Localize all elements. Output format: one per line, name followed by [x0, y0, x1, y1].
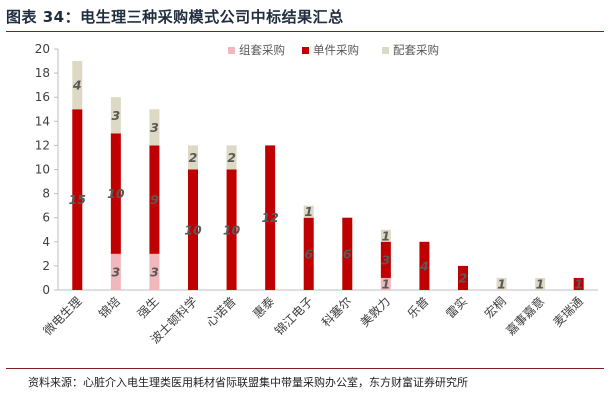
data-label: 3	[150, 120, 159, 135]
bar-segment	[226, 169, 237, 290]
data-label: 3	[150, 264, 159, 279]
data-label: 2	[459, 270, 468, 285]
bar-segment	[419, 241, 430, 290]
bar-segment	[149, 109, 160, 146]
bar-segment	[303, 217, 314, 290]
x-tick-label: 锦江电子	[272, 294, 316, 338]
bar-segment	[110, 97, 121, 134]
data-label: 6	[343, 246, 352, 261]
bar-segment	[72, 109, 83, 290]
bar-segment	[535, 277, 546, 290]
y-tick-label: 2	[42, 259, 50, 273]
bar-segment	[303, 205, 314, 218]
data-label: 1	[497, 276, 506, 291]
y-tick-label: 18	[35, 66, 50, 80]
bars	[72, 61, 584, 290]
data-label: 9	[150, 192, 159, 207]
data-label: 12	[261, 210, 278, 225]
y-tick-label: 14	[35, 114, 50, 128]
data-label: 3	[382, 252, 391, 267]
x-tick-label: 心诺普	[203, 294, 238, 329]
data-label: 3	[112, 264, 121, 279]
data-label: 1	[382, 228, 391, 243]
data-label: 3	[112, 108, 121, 123]
bar-segment	[342, 217, 353, 290]
bar-segment	[265, 145, 276, 290]
bar-segment	[110, 133, 121, 254]
bar-segment	[496, 277, 507, 290]
legend-swatch	[382, 47, 389, 54]
data-label: 1	[536, 276, 545, 291]
bar-segment	[226, 145, 237, 170]
x-tick-label: 嘉事嘉意	[503, 294, 548, 339]
x-tick-label: 惠泰	[250, 294, 277, 321]
source-note: 资料来源：心脏介入电生理类医用耗材省际联盟集中带量采购办公室，东方财富证券研究所	[28, 376, 468, 389]
legend-swatch	[302, 47, 309, 54]
y-tick-label: 10	[35, 163, 50, 177]
x-tick-label: 宏桐	[481, 294, 509, 322]
data-label: 6	[304, 246, 313, 261]
x-tick-label: 美敦力	[357, 294, 393, 330]
data-label: 1	[382, 276, 391, 291]
bar-segment	[149, 145, 160, 254]
legend-label: 组套采购	[239, 43, 285, 57]
data-label: 10	[223, 222, 241, 237]
data-label: 15	[69, 192, 87, 207]
bar-segment	[380, 241, 391, 278]
bar-segment	[573, 277, 584, 290]
bar-segment	[188, 169, 198, 290]
chart-title: 图表 34：电生理三种采购模式公司中标结果汇总	[6, 8, 344, 26]
y-tick-label: 20	[35, 42, 50, 56]
x-tick-label: 强生	[135, 294, 162, 321]
x-tick-label: 雷实	[443, 294, 471, 322]
legend-label: 配套采购	[393, 43, 439, 57]
data-label: 4	[72, 78, 82, 93]
bar-segment	[72, 61, 83, 110]
x-tick-label: 微电生理	[41, 294, 85, 338]
bar-segment	[458, 265, 468, 290]
data-labels: 15 4 3 10 3 3 9 3 10 2 10 2 12 6 1 6 1 3 1 4 2 1 1 1	[69, 78, 583, 292]
bar-segment	[110, 253, 121, 290]
y-tick-label: 6	[42, 211, 50, 225]
legend: 组套采购 单件采购 配套采购	[228, 43, 439, 57]
data-label: 2	[227, 150, 236, 165]
stacked-bar-chart: 02468101214161820微电生理 锦培 强生波士顿科学 心诺普 惠泰锦江电子科…	[35, 42, 598, 347]
y-tick-label: 4	[42, 235, 50, 249]
y-tick-label: 16	[35, 90, 50, 104]
data-label: 10	[184, 222, 202, 237]
x-tick-label: 乐普	[405, 294, 432, 321]
bar-segment	[149, 253, 160, 290]
data-label: 10	[107, 186, 125, 201]
y-tick-label: 8	[42, 187, 50, 201]
data-label: 1	[574, 276, 583, 291]
title-rule	[6, 31, 604, 32]
bar-segment	[188, 145, 198, 170]
legend-swatch	[228, 47, 235, 54]
bar-segment	[380, 277, 391, 290]
x-tick-label: 科塞尔	[318, 294, 354, 330]
y-tick-label: 0	[42, 283, 50, 297]
y-tick-label: 12	[35, 138, 50, 152]
source-rule	[6, 368, 604, 369]
data-label: 2	[189, 150, 198, 165]
bar-segment	[380, 229, 391, 242]
data-label: 1	[304, 204, 313, 219]
x-tick-label: 麦瑞通	[550, 294, 585, 329]
data-label: 4	[419, 258, 429, 273]
x-tick-label: 锦培	[95, 294, 123, 322]
legend-label: 单件采购	[313, 43, 359, 57]
